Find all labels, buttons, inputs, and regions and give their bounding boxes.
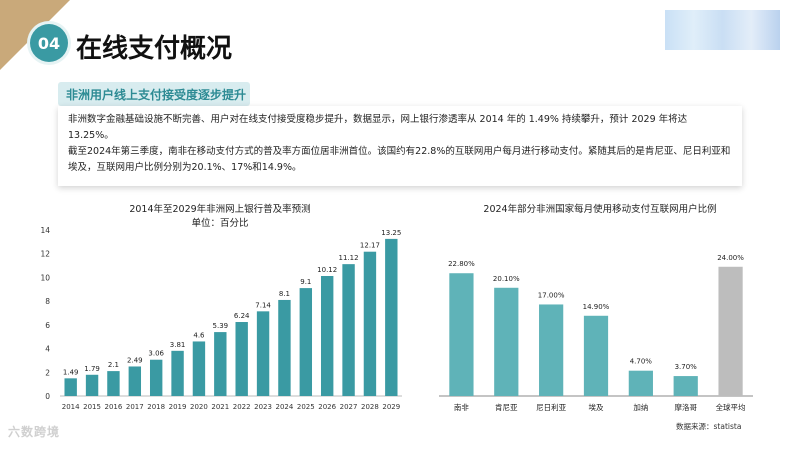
x-tick-label: 尼日利亚 <box>536 402 566 412</box>
bar <box>64 378 77 396</box>
bar <box>192 341 206 396</box>
online-banking-chart-title: 2014年至2029年非洲网上银行普及率预测 <box>129 203 310 215</box>
bar <box>85 374 99 396</box>
bar <box>128 366 142 396</box>
y-tick-label: 0 <box>45 392 50 401</box>
y-tick-label: 2 <box>45 368 50 377</box>
bar <box>628 370 653 396</box>
bar <box>320 276 334 396</box>
bar <box>539 304 564 396</box>
bar-value-label: 13.25 <box>381 229 401 237</box>
x-tick-label: 2016 <box>105 403 123 411</box>
page-title: 在线支付概况 <box>76 34 233 64</box>
x-tick-label: 2019 <box>169 403 187 411</box>
x-tick-label: 全球平均 <box>716 402 746 412</box>
summary-text-box: 非洲数字金融基础设施不断完善、用户对在线支付接受度稳步提升，数据显示，网上银行渗… <box>58 106 742 186</box>
bar-value-label: 3.81 <box>170 341 186 349</box>
x-tick-label: 2022 <box>233 403 251 411</box>
y-tick-label: 10 <box>40 273 50 282</box>
x-tick-label: 肯尼亚 <box>495 402 518 412</box>
bar <box>256 311 270 396</box>
y-tick-label: 8 <box>45 297 50 306</box>
bar <box>583 315 609 396</box>
x-tick-label: 2021 <box>211 403 229 411</box>
x-tick-label: 2020 <box>190 403 208 411</box>
x-tick-label: 2017 <box>126 403 144 411</box>
x-tick-label: 2027 <box>340 403 358 411</box>
bar-value-label: 1.79 <box>84 365 100 373</box>
bar-value-label: 1.49 <box>63 368 79 376</box>
bar <box>385 238 398 396</box>
y-tick-label: 14 <box>40 226 50 235</box>
mobile-payment-chart-title: 2024年部分非洲国家每月使用移动支付互联网用户比例 <box>483 203 716 215</box>
x-tick-label: 摩洛哥 <box>674 402 697 412</box>
bar-value-label: 12.17 <box>360 242 380 250</box>
data-source: 数据来源：statista <box>676 422 742 431</box>
summary-paragraph-1: 非洲数字金融基础设施不断完善、用户对在线支付接受度稳步提升，数据显示，网上银行渗… <box>68 114 688 141</box>
bar <box>278 299 291 396</box>
x-tick-label: 2018 <box>147 403 165 411</box>
x-tick-label: 南非 <box>454 402 469 412</box>
bar <box>149 359 163 396</box>
y-tick-label: 6 <box>45 321 50 330</box>
bar <box>718 266 743 396</box>
x-tick-label: 2029 <box>382 403 400 411</box>
mobile-payment-chart: 2024年部分非洲国家每月使用移动支付互联网用户比例 22.80% 南非 20.10… <box>425 196 775 418</box>
summary-paragraph-2: 截至2024年第三季度，南非在移动支付方式的普及率方面位居非洲首位。该国约有22… <box>68 146 731 173</box>
bar <box>673 376 698 396</box>
x-tick-label: 2024 <box>276 403 294 411</box>
bar-value-label: 14.90% <box>583 303 610 311</box>
bar <box>171 350 184 396</box>
bar-value-label: 17.00% <box>538 291 565 299</box>
bar-value-label: 3.70% <box>675 363 698 371</box>
blurred-logo <box>665 10 780 50</box>
watermark: 六数跨境 <box>8 425 61 439</box>
bar-value-label: 24.00% <box>717 254 744 262</box>
x-tick-label: 2014 <box>62 403 80 411</box>
bar-value-label: 2.1 <box>108 361 119 369</box>
bar <box>342 264 355 396</box>
x-tick-label: 2015 <box>83 403 101 411</box>
bar-value-label: 4.6 <box>193 331 205 339</box>
bar <box>214 332 227 396</box>
y-tick-label: 4 <box>45 345 50 354</box>
bar-value-label: 5.39 <box>213 322 229 330</box>
bar-value-label: 3.06 <box>148 350 164 358</box>
section-subtitle: 非洲用户线上支付接受度逐步提升 <box>58 82 250 106</box>
bar-value-label: 10.12 <box>317 266 337 274</box>
y-tick-label: 12 <box>40 250 50 259</box>
bar-value-label: 22.80% <box>448 260 475 268</box>
bar-value-label: 9.1 <box>300 278 311 286</box>
bar-value-label: 8.1 <box>279 290 290 298</box>
bar-value-label: 6.24 <box>234 312 250 320</box>
bar <box>235 322 248 396</box>
bar-value-label: 20.10% <box>493 275 520 283</box>
bar-value-label: 11.12 <box>339 254 359 262</box>
bar <box>363 251 377 396</box>
x-tick-label: 加纳 <box>633 402 648 412</box>
online-banking-chart-subtitle: 单位：百分比 <box>191 217 248 229</box>
bar <box>107 371 120 396</box>
section-number-badge: 04 <box>30 24 68 62</box>
bar <box>449 273 474 396</box>
bar-value-label: 2.49 <box>127 356 143 364</box>
x-tick-label: 埃及 <box>589 402 604 412</box>
online-banking-chart: 2014年至2029年非洲网上银行普及率预测 单位：百分比 0 2 4 6 8 10 12 1… <box>30 196 410 418</box>
x-tick-label: 2026 <box>318 403 336 411</box>
bar-value-label: 4.70% <box>630 358 653 366</box>
online-banking-chart-svg: 2014年至2029年非洲网上银行普及率预测 单位：百分比 0 2 4 6 8 10 12 1… <box>40 203 402 411</box>
x-tick-label: 2025 <box>297 403 315 411</box>
x-tick-label: 2023 <box>254 403 272 411</box>
bar-value-label: 7.14 <box>255 301 271 309</box>
bar <box>299 288 313 396</box>
mobile-payment-chart-svg: 2024年部分非洲国家每月使用移动支付互联网用户比例 22.80% 南非 20.10… <box>439 203 753 412</box>
bar <box>494 287 519 396</box>
x-tick-label: 2028 <box>361 403 379 411</box>
